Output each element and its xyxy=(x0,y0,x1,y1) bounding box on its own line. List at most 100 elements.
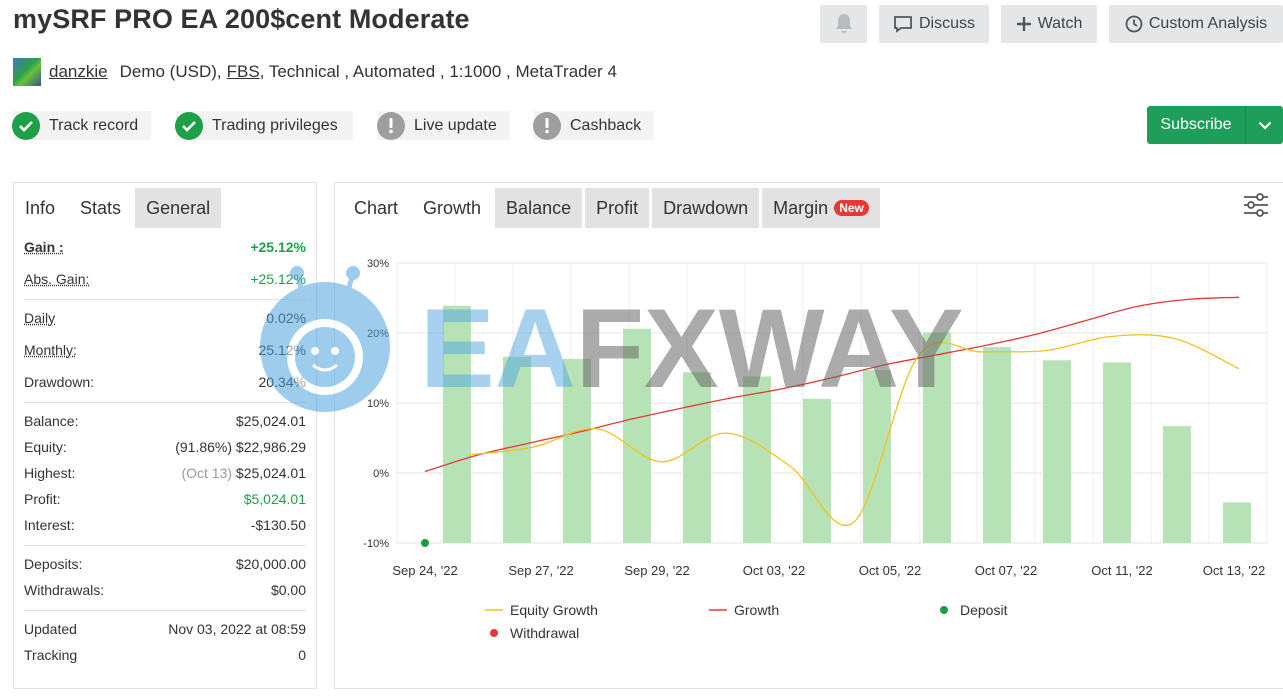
bar xyxy=(983,347,1011,543)
y-tick-label: 20% xyxy=(367,328,389,340)
highest-amount: $25,024.01 xyxy=(235,465,306,481)
bar xyxy=(743,376,771,543)
stat-label: Profit: xyxy=(24,491,61,507)
legend-withdrawal: Withdrawal xyxy=(510,625,579,641)
bar xyxy=(1103,362,1131,543)
equity-growth-line xyxy=(468,334,1240,526)
stat-value: $5,024.01 xyxy=(243,491,306,507)
tab-growth[interactable]: Growth xyxy=(412,188,493,228)
x-tick-label: Sep 29, '22 xyxy=(624,563,689,578)
growth-chart: 30% 20% 10% 0% -10% Sep 24, '22 Sep 27, '22 Sep… xyxy=(363,258,1268,641)
stat-value: $20,000.00 xyxy=(235,556,306,572)
stat-withdrawals: Withdrawals: $0.00 xyxy=(24,578,306,604)
legend-deposit: Deposit xyxy=(960,602,1008,618)
tab-chart[interactable]: Chart xyxy=(354,198,399,218)
stat-label[interactable]: Abs. Gain: xyxy=(24,271,90,287)
x-tick-label: Oct 03, '22 xyxy=(743,563,805,578)
watch-button[interactable]: Watch xyxy=(1001,5,1097,43)
stat-value: +25.12% xyxy=(250,271,306,287)
broker-link[interactable]: FBS xyxy=(226,62,260,81)
page-title: mySRF PRO EA 200$cent Moderate xyxy=(13,4,470,34)
legend-deposit-swatch xyxy=(940,606,948,614)
equity-amount: $22,986.29 xyxy=(235,439,306,455)
custom-analysis-button[interactable]: Custom Analysis xyxy=(1109,5,1283,43)
stat-value: +25.12% xyxy=(250,239,306,255)
badge-cashback[interactable]: Cashback xyxy=(533,111,654,140)
stat-label[interactable]: Monthly: xyxy=(24,342,77,358)
stat-daily: Daily 0.02% xyxy=(24,306,306,332)
x-tick-label: Oct 05, '22 xyxy=(859,563,921,578)
subscribe-label[interactable]: Subscribe xyxy=(1160,116,1232,133)
stats-panel: Info Stats General Gain : +25.12% Abs. G… xyxy=(13,182,317,689)
tab-stats[interactable]: Stats xyxy=(69,188,133,228)
notify-button[interactable] xyxy=(820,5,867,43)
stat-value: -$130.50 xyxy=(250,517,306,533)
stat-value: $25,024.01 xyxy=(235,413,306,429)
badge-trading-privileges[interactable]: Trading privileges xyxy=(175,111,353,140)
check-icon xyxy=(12,111,40,140)
stat-label[interactable]: Gain : xyxy=(24,239,64,255)
highest-date: (Oct 13) xyxy=(181,465,233,481)
plus-icon xyxy=(1016,17,1031,31)
tab-info[interactable]: Info xyxy=(25,198,56,218)
stat-value: Nov 03, 2022 at 08:59 xyxy=(168,621,306,637)
bar xyxy=(923,332,951,543)
exclamation-icon xyxy=(533,111,561,140)
y-tick-label: 0% xyxy=(373,468,389,480)
legend-equity-growth: Equity Growth xyxy=(510,602,598,618)
exclamation-icon xyxy=(377,111,405,140)
custom-analysis-label: Custom Analysis xyxy=(1148,15,1268,32)
subscribe-divider xyxy=(1245,106,1246,144)
stat-drawdown: Drawdown: 20.34% xyxy=(24,370,306,396)
new-badge: New xyxy=(834,200,869,216)
bar xyxy=(1163,426,1191,543)
chart-tabs: Chart Growth Balance Profit Drawdown Mar… xyxy=(343,188,883,228)
subscribe-button[interactable]: Subscribe xyxy=(1147,106,1283,144)
deposit-marker xyxy=(421,539,429,547)
stat-label: Drawdown: xyxy=(24,374,95,390)
bar xyxy=(1223,502,1251,543)
equity-percent: (91.86%) xyxy=(175,439,233,455)
stat-highest: Highest: (Oct 13) $25,024.01 xyxy=(24,461,306,487)
avatar[interactable] xyxy=(13,58,41,86)
bar xyxy=(803,398,831,543)
stat-updated: Updated Nov 03, 2022 at 08:59 xyxy=(24,617,306,643)
legend-withdrawal-swatch xyxy=(490,629,498,637)
bar xyxy=(863,370,891,543)
growth-line xyxy=(424,296,1240,473)
stat-value: $0.00 xyxy=(270,582,306,598)
stat-value: (91.86%) $22,986.29 xyxy=(175,439,306,455)
stat-label[interactable]: Daily xyxy=(24,310,56,326)
stat-label: Updated xyxy=(24,621,77,637)
stat-value: (Oct 13) $25,024.01 xyxy=(181,465,306,481)
bar xyxy=(683,372,711,543)
bar xyxy=(443,305,471,543)
clock-icon xyxy=(1125,15,1143,33)
discuss-button[interactable]: Discuss xyxy=(879,5,989,43)
stat-label: Tracking xyxy=(24,647,78,663)
author-link[interactable]: danzkie xyxy=(49,62,108,81)
stat-label: Equity: xyxy=(24,439,67,455)
tab-general[interactable]: General xyxy=(135,188,222,228)
tab-margin[interactable]: Margin New xyxy=(762,188,880,228)
badge-live-update[interactable]: Live update xyxy=(377,111,510,140)
tab-balance[interactable]: Balance xyxy=(495,188,583,228)
badge-track-record[interactable]: Track record xyxy=(12,111,151,140)
x-tick-label: Sep 27, '22 xyxy=(508,563,573,578)
stat-value: 20.34% xyxy=(258,374,306,390)
system-meta: danzkie Demo (USD), FBS , Technical , Au… xyxy=(13,58,617,86)
stat-abs-gain: Abs. Gain: +25.12% xyxy=(24,267,306,293)
check-icon xyxy=(175,111,203,140)
chart-panel: Chart Growth Balance Profit Drawdown Mar… xyxy=(334,182,1283,689)
badge-label: Trading privileges xyxy=(212,116,338,134)
account-type: Demo (USD), xyxy=(119,62,222,81)
chevron-down-icon[interactable] xyxy=(1246,121,1283,130)
stat-equity: Equity: (91.86%) $22,986.29 xyxy=(24,435,306,461)
divider xyxy=(24,610,306,611)
divider xyxy=(24,299,306,300)
tab-profit[interactable]: Profit xyxy=(585,188,650,228)
tab-drawdown[interactable]: Drawdown xyxy=(652,188,760,228)
stat-gain: Gain : +25.12% xyxy=(24,235,306,261)
stat-label: Highest: xyxy=(24,465,76,481)
chart-settings-icon[interactable] xyxy=(1243,193,1269,222)
